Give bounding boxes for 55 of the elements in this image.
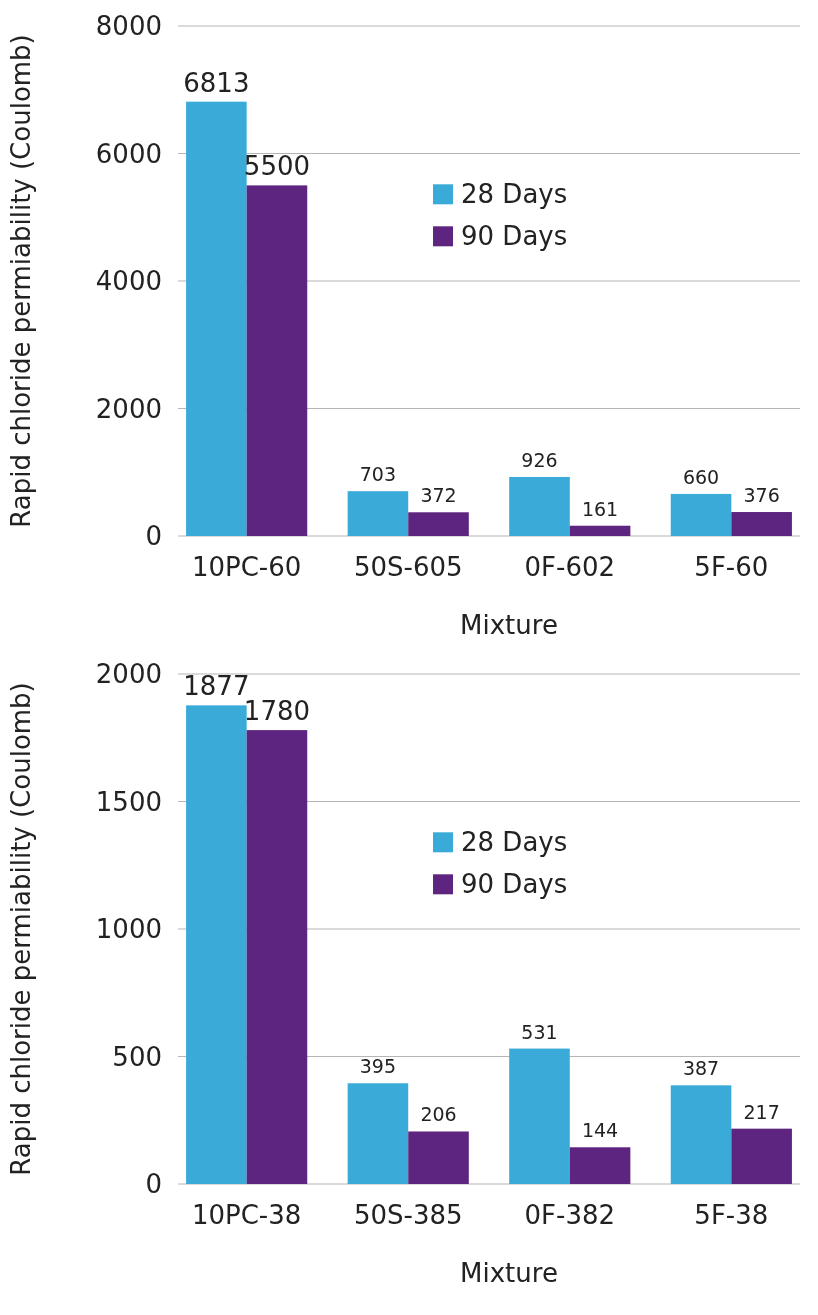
x-axis-title: Mixture <box>460 610 558 640</box>
bar <box>509 476 570 536</box>
bar <box>569 525 631 536</box>
x-tick-label: 10PC-38 <box>191 1200 302 1230</box>
bar <box>731 512 792 536</box>
y-axis-title: Rapid chloride permiability (Coulomb) <box>6 34 36 528</box>
bar <box>246 730 308 1184</box>
y-tick-label: 500 <box>112 1041 162 1072</box>
y-tick-label: 1000 <box>95 914 162 945</box>
x-axis-title: Mixture <box>460 1258 558 1288</box>
data-label: 144 <box>581 1119 619 1142</box>
y-tick-label: 4000 <box>95 266 162 297</box>
y-tick-label: 2000 <box>95 393 162 424</box>
bar <box>186 705 247 1184</box>
y-tick-label: 0 <box>145 521 162 552</box>
bar <box>731 1128 792 1184</box>
data-label: 6813 <box>183 67 250 98</box>
data-label: 395 <box>359 1055 397 1078</box>
data-label: 206 <box>420 1103 457 1126</box>
x-tick-label: 5F-60 <box>694 552 769 582</box>
legend-label: 28 Days <box>461 827 568 858</box>
y-tick-label: 2000 <box>95 659 162 690</box>
data-label: 926 <box>521 448 558 471</box>
legend-label: 90 Days <box>461 869 568 900</box>
legend-label: 90 Days <box>461 221 568 252</box>
x-tick-label: 5F-38 <box>694 1200 769 1230</box>
bar <box>246 185 308 536</box>
legend-label: 28 Days <box>461 179 568 210</box>
data-label: 161 <box>581 497 619 520</box>
x-tick-label: 50S-385 <box>353 1200 463 1230</box>
x-tick-label: 0F-602 <box>524 552 616 582</box>
data-label: 372 <box>420 484 457 507</box>
bar <box>509 1048 570 1184</box>
bar <box>347 491 409 536</box>
x-tick-label: 50S-605 <box>353 552 463 582</box>
y-tick-label: 8000 <box>95 11 162 42</box>
y-tick-label: 6000 <box>95 138 162 169</box>
x-tick-label: 0F-382 <box>524 1200 616 1230</box>
data-label: 660 <box>682 465 720 488</box>
bar <box>670 1085 732 1184</box>
bar <box>347 1083 409 1184</box>
bar <box>408 512 469 536</box>
x-tick-label: 10PC-60 <box>191 552 302 582</box>
bar <box>408 1131 469 1184</box>
bar <box>670 493 732 536</box>
y-tick-label: 1500 <box>95 786 162 817</box>
bar <box>186 101 247 536</box>
bar <box>569 1147 631 1184</box>
data-label: 703 <box>359 463 397 486</box>
y-tick-label: 0 <box>145 1169 162 1200</box>
data-label: 531 <box>521 1020 558 1043</box>
y-axis-title: Rapid chloride permiability (Coulomb) <box>6 682 36 1176</box>
data-label: 376 <box>743 484 780 507</box>
data-label: 387 <box>682 1057 720 1080</box>
data-label: 217 <box>743 1100 780 1123</box>
